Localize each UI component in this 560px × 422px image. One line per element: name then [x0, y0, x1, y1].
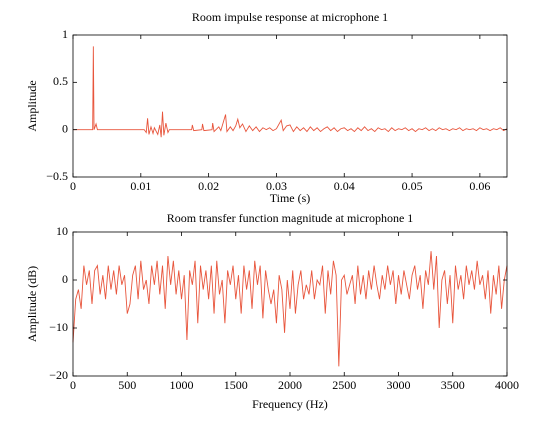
chart-title: Room impulse response at microphone 1: [192, 10, 388, 24]
y-tick-label: 0.5: [53, 74, 68, 88]
x-tick-label: 0.06: [469, 179, 490, 193]
x-tick-label: 2500: [332, 378, 356, 392]
x-tick-label: 0.02: [198, 179, 219, 193]
x-tick-label: 500: [118, 378, 136, 392]
x-tick-label: 0.05: [402, 179, 423, 193]
x-tick-label: 1500: [224, 378, 248, 392]
x-tick-label: 4000: [495, 378, 519, 392]
y-tick-label: 0: [62, 272, 68, 286]
data-line: [72, 251, 508, 367]
y-tick-label: 1: [62, 27, 68, 41]
y-axis-label: Amplitude: [25, 80, 39, 131]
x-tick-label: 0: [70, 179, 76, 193]
x-tick-label: 3000: [387, 378, 411, 392]
chart-title: Room transfer function magnitude at micr…: [167, 211, 414, 225]
x-tick-label: 1000: [170, 378, 194, 392]
x-axis-label: Time (s): [270, 191, 311, 205]
x-tick-label: 0.04: [334, 179, 355, 193]
x-tick-label: 0: [70, 378, 76, 392]
data-line: [73, 46, 508, 138]
y-tick-label: −20: [49, 368, 68, 382]
y-tick-label: 10: [56, 224, 68, 238]
plot-frame: [72, 34, 508, 178]
x-tick-label: 2000: [278, 378, 302, 392]
x-tick-label: 0.03: [266, 179, 287, 193]
y-axis-label: Amplitude (dB): [25, 266, 39, 342]
x-axis-label: Frequency (Hz): [252, 397, 328, 411]
y-tick-label: −0.5: [46, 169, 68, 183]
y-tick-label: −10: [49, 320, 68, 334]
y-tick-label: 0: [62, 121, 68, 135]
x-tick-label: 3500: [441, 378, 465, 392]
x-tick-label: 0.01: [130, 179, 151, 193]
